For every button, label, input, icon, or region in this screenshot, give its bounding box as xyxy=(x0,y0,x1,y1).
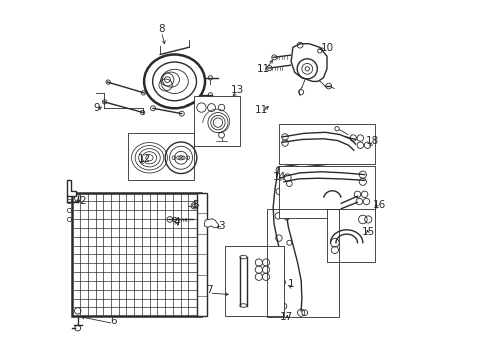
Text: 18: 18 xyxy=(366,136,379,145)
Text: 13: 13 xyxy=(230,85,244,95)
Text: 17: 17 xyxy=(280,312,293,322)
Text: 9: 9 xyxy=(93,103,100,113)
Text: 3: 3 xyxy=(218,221,224,230)
Bar xyxy=(193,96,240,146)
Text: 4: 4 xyxy=(173,217,179,227)
Text: 8: 8 xyxy=(158,24,164,35)
Text: 6: 6 xyxy=(110,316,117,325)
Text: 1: 1 xyxy=(287,279,294,289)
Text: 11: 11 xyxy=(256,64,269,74)
Text: 2: 2 xyxy=(79,196,85,206)
Text: 7: 7 xyxy=(205,285,212,295)
Bar xyxy=(72,193,201,316)
Bar xyxy=(278,166,375,218)
Bar xyxy=(278,125,375,164)
Text: 5: 5 xyxy=(191,200,198,210)
Bar xyxy=(224,246,284,316)
Text: 14: 14 xyxy=(272,172,285,182)
Bar xyxy=(326,209,375,262)
Polygon shape xyxy=(204,219,218,228)
Polygon shape xyxy=(290,44,326,81)
Polygon shape xyxy=(67,180,76,196)
Text: 15: 15 xyxy=(361,227,374,237)
Text: 12: 12 xyxy=(138,154,151,164)
Bar xyxy=(197,193,207,316)
Bar xyxy=(267,210,339,317)
Bar xyxy=(128,134,194,180)
Text: 10: 10 xyxy=(320,43,333,53)
Text: 16: 16 xyxy=(371,200,385,210)
Text: 11: 11 xyxy=(255,105,268,115)
